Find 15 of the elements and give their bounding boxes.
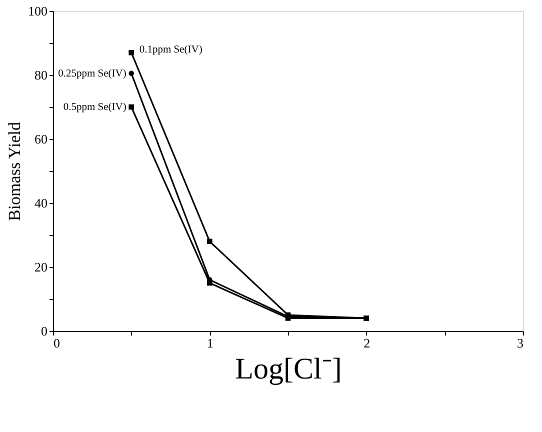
y-axis-title: Biomass Yield bbox=[5, 121, 24, 222]
series-label: 0.1ppm Se(IV) bbox=[139, 44, 203, 56]
x-tick-label: 2 bbox=[364, 336, 370, 350]
y-tick-label: 40 bbox=[34, 196, 48, 210]
x-tick-label: 1 bbox=[206, 336, 214, 350]
y-tick-label: 20 bbox=[34, 260, 48, 274]
y-tick-label: 0 bbox=[41, 324, 48, 338]
series-label: 0.25ppm Se(IV) bbox=[58, 68, 127, 80]
y-tick-label: 80 bbox=[34, 68, 48, 82]
series-label: 0.5ppm Se(IV) bbox=[63, 102, 127, 113]
x-tick-label: 0 bbox=[54, 336, 60, 350]
x-axis-title: Log[Cl⁻] bbox=[235, 352, 342, 386]
x-tick-label: 3 bbox=[517, 336, 524, 350]
y-tick-label: 100 bbox=[28, 4, 48, 18]
y-tick-label: 60 bbox=[34, 132, 48, 146]
